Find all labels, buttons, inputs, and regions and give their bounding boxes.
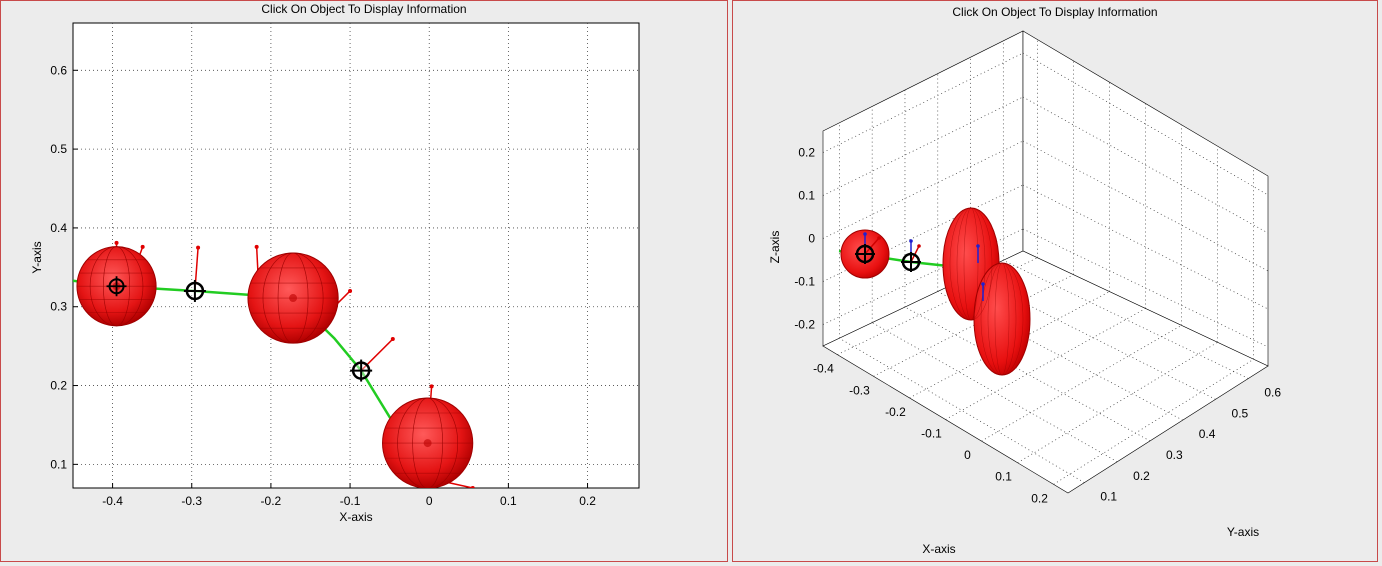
y-tick-label: 0.6 bbox=[1264, 385, 1281, 399]
y-tick-label: 0.2 bbox=[50, 379, 67, 393]
frame-vector-tip bbox=[114, 240, 119, 245]
y-gridline bbox=[872, 322, 1118, 463]
x-tick-label: -0.2 bbox=[885, 405, 906, 419]
frame-vector-tip bbox=[348, 288, 353, 293]
y-gridline bbox=[904, 306, 1151, 442]
x-tick-label: -0.1 bbox=[921, 427, 942, 441]
top-view-plot[interactable]: -0.4 -0.3 -0.2 -0.1 0 0.1 0.2 0.1 0.2 0.3 0.4 0.5 0.… bbox=[1, 1, 729, 563]
y-tick-label: 0.4 bbox=[1199, 427, 1216, 441]
y-tick-label: 0.3 bbox=[1166, 448, 1183, 462]
sphere-center bbox=[289, 294, 298, 303]
x-gridline bbox=[909, 291, 1110, 399]
x-tick-label: -0.4 bbox=[813, 362, 834, 376]
sphere-center bbox=[423, 439, 432, 448]
link-ellipsoid bbox=[973, 262, 1031, 376]
z-tick-label: 0.1 bbox=[798, 189, 815, 203]
joint-marker bbox=[901, 252, 921, 272]
x-tick-label: 0 bbox=[426, 494, 433, 508]
y-axis-label: Y-axis bbox=[30, 241, 44, 273]
x-tick-label: 0.2 bbox=[1031, 491, 1048, 505]
plot-area bbox=[72, 22, 640, 489]
x-tick-label: 0.2 bbox=[579, 494, 596, 508]
x-tick-label: 0.1 bbox=[995, 470, 1012, 484]
frame-vector-tip bbox=[429, 384, 434, 389]
frame-vector-tip bbox=[976, 244, 980, 248]
x-tick-label: -0.1 bbox=[340, 494, 361, 508]
y-tick-label: 0.5 bbox=[1232, 406, 1249, 420]
plot-title: Click On Object To Display Information bbox=[952, 5, 1158, 19]
z-tick-label: 0.2 bbox=[798, 146, 815, 160]
x-gridline bbox=[1017, 342, 1218, 464]
frame-vector bbox=[864, 237, 880, 255]
x-tick-label: -0.2 bbox=[261, 494, 282, 508]
z-gridline bbox=[1022, 184, 1269, 310]
x-gridline bbox=[873, 274, 1074, 377]
y-gridline bbox=[839, 337, 1085, 483]
y-tick-label: 0.5 bbox=[50, 142, 67, 156]
robot-arm bbox=[73, 240, 475, 488]
frame-vector-tip bbox=[909, 239, 913, 243]
x-tick-label: -0.3 bbox=[849, 383, 870, 397]
x-tick-label: -0.4 bbox=[102, 494, 123, 508]
x-axis-label: X-axis bbox=[339, 510, 372, 524]
robot-arm-3d bbox=[838, 207, 1031, 376]
z-axis-label: Z-axis bbox=[768, 231, 782, 264]
z-gridline bbox=[1022, 96, 1269, 234]
sphere-mesh-meridian bbox=[397, 397, 459, 488]
top-view-plot-panel[interactable]: Click On Object To Display Information -… bbox=[0, 0, 728, 562]
y-axis-label: Y-axis bbox=[1227, 525, 1259, 539]
plot-title: Click On Object To Display Information bbox=[261, 2, 467, 16]
frame-vector-tip bbox=[390, 337, 395, 342]
sphere-mesh-meridian bbox=[89, 246, 144, 327]
3d-view-plot[interactable]: 0.2 0.1 0 -0.1 -0.2 -0.4 -0.3 -0.2 -0.1 0 0.1 0.2 0.… bbox=[733, 1, 1379, 563]
x-axis-label: X-axis bbox=[922, 542, 955, 556]
frame-vector-tip bbox=[254, 244, 259, 249]
y-tick-label: 0.1 bbox=[50, 457, 67, 471]
3d-view-plot-panel[interactable]: Click On Object To Display Information 0… bbox=[732, 0, 1378, 562]
y-tick-label: 0.2 bbox=[1133, 469, 1150, 483]
z-tick-label: 0 bbox=[808, 232, 815, 246]
frame-vector-tip bbox=[470, 486, 475, 488]
y-tick-label: 0.1 bbox=[1100, 490, 1117, 504]
joint-marker bbox=[183, 279, 206, 302]
x-tick-label: 0 bbox=[964, 448, 971, 462]
z-tick-label: -0.1 bbox=[794, 275, 815, 289]
link-sphere bbox=[247, 252, 339, 344]
frame-vector-tip bbox=[877, 236, 881, 240]
y-tick-label: 0.4 bbox=[50, 221, 67, 235]
joint-marker bbox=[350, 359, 373, 382]
z-tick-label: -0.2 bbox=[794, 318, 815, 332]
ellipsoid-mesh bbox=[980, 262, 1024, 376]
ellipsoid-mesh bbox=[949, 207, 993, 321]
y-tick-label: 0.6 bbox=[50, 63, 67, 77]
frame-vector-tip bbox=[140, 244, 145, 249]
frame-vector-tip bbox=[981, 282, 985, 286]
x-tick-label: -0.3 bbox=[181, 494, 202, 508]
x-gridline bbox=[981, 325, 1182, 442]
joint-marker bbox=[855, 244, 875, 264]
y-tick-label: 0.3 bbox=[50, 300, 67, 314]
link-sphere bbox=[382, 397, 474, 488]
frame-vector-tip bbox=[863, 232, 867, 236]
x-gridline bbox=[1053, 358, 1254, 485]
sphere-mesh-meridian bbox=[262, 252, 324, 344]
frame-vector-tip bbox=[917, 244, 921, 248]
x-tick-label: 0.1 bbox=[500, 494, 517, 508]
frame-vector-tip bbox=[196, 245, 201, 250]
